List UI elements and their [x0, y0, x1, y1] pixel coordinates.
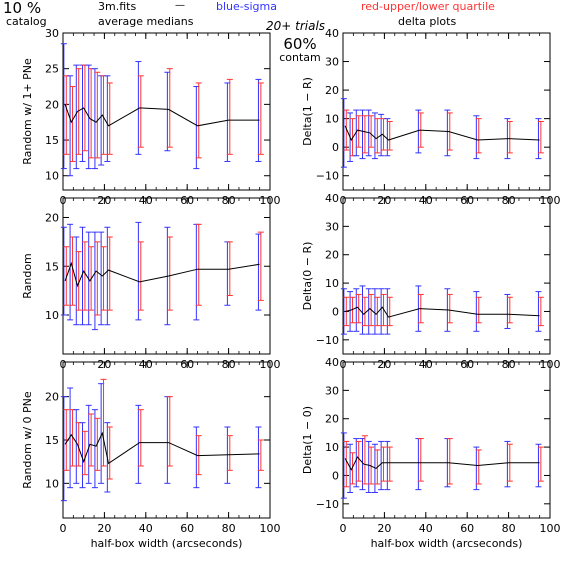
plot-frame [62, 32, 271, 191]
average-medians-label: average medians [98, 15, 194, 28]
x-tick-label: 40 [419, 522, 433, 535]
y-tick-label: 20 [325, 413, 339, 426]
y-tick-label: 10 [325, 277, 339, 290]
y-tick-label: 20 [45, 212, 59, 225]
y-tick-label: 10 [45, 477, 59, 490]
x-tick-label: 100 [260, 522, 281, 535]
plot-frame [342, 361, 551, 519]
x-axis-label: half-box width (arcseconds) [91, 537, 243, 550]
x-tick-label: 20 [377, 522, 391, 535]
median-line [344, 306, 540, 318]
y-tick-label: 30 [325, 56, 339, 69]
y-tick-label: 20 [325, 84, 339, 97]
y-tick-label: 30 [325, 384, 339, 397]
filename-dash: — [175, 0, 185, 11]
median-line [64, 104, 260, 127]
y-axis-label: Delta(1 − 0) [301, 406, 314, 474]
median-line [344, 125, 540, 142]
y-tick-label: 10 [45, 309, 59, 322]
y-axis-label: Random w/ 0 PNe [21, 391, 34, 489]
median-line [64, 431, 260, 465]
y-tick-label: 20 [45, 391, 59, 404]
y-tick-label: 15 [45, 134, 59, 147]
y-tick-label: 40 [325, 27, 339, 40]
y-tick-label: 30 [45, 27, 59, 40]
y-tick-label: −10 [316, 334, 339, 347]
y-tick-label: 15 [45, 434, 59, 447]
contamination-percent: 60% [283, 35, 316, 53]
y-axis-label: Delta(0 − R) [301, 242, 314, 311]
x-tick-label: 60 [180, 522, 194, 535]
y-tick-label: 0 [332, 305, 339, 318]
delta-plots-label: delta plots [398, 15, 456, 28]
y-tick-label: 10 [45, 170, 59, 183]
plot-frame [342, 197, 551, 355]
y-tick-label: 30 [325, 220, 339, 233]
y-tick-label: 0 [332, 469, 339, 482]
x-tick-label: 80 [502, 522, 516, 535]
y-tick-label: 40 [325, 192, 339, 205]
x-tick-label: 80 [222, 522, 236, 535]
legend-red-quartile: red-upper/lower quartile [361, 0, 495, 13]
x-tick-label: 0 [340, 522, 347, 535]
contamination-label: contam [279, 51, 321, 64]
plot-frame [342, 32, 551, 191]
y-tick-label: 15 [45, 260, 59, 273]
x-tick-label: 40 [139, 522, 153, 535]
median-line [344, 456, 540, 471]
y-tick-label: −10 [316, 498, 339, 511]
filename-label: 3m.fits [98, 0, 136, 13]
y-tick-label: 25 [45, 63, 59, 76]
panel-1: 0204060801001015202530Random w/ 1+ PNe [21, 27, 281, 207]
legend-blue-sigma: blue-sigma [216, 0, 277, 13]
x-tick-label: 20 [97, 522, 111, 535]
x-tick-label: 60 [460, 522, 474, 535]
catalog-percent: 10 % [3, 0, 41, 17]
y-axis-label: Delta(1 − R) [301, 77, 314, 146]
y-tick-label: 10 [325, 113, 339, 126]
y-axis-label: Random [21, 253, 34, 299]
median-line [64, 261, 260, 288]
x-axis-label: half-box width (arcseconds) [371, 537, 523, 550]
y-tick-label: 0 [332, 141, 339, 154]
y-tick-label: 20 [325, 249, 339, 262]
y-axis-label: Random w/ 1+ PNe [21, 58, 34, 165]
catalog-label: catalog [6, 15, 47, 28]
panel-5: 0 20 40 60 80 100 10 15 20 Random w/ 0 PNe half-bo… [21, 361, 281, 550]
y-tick-label: 10 [325, 441, 339, 454]
y-tick-label: 40 [325, 356, 339, 369]
trials-label: 20+ trials [266, 19, 325, 33]
x-tick-label: 100 [540, 522, 561, 535]
y-tick-label: −10 [316, 170, 339, 183]
y-tick-label: 20 [45, 98, 59, 111]
x-tick-label: 0 [60, 522, 67, 535]
plot-frame [62, 361, 271, 519]
